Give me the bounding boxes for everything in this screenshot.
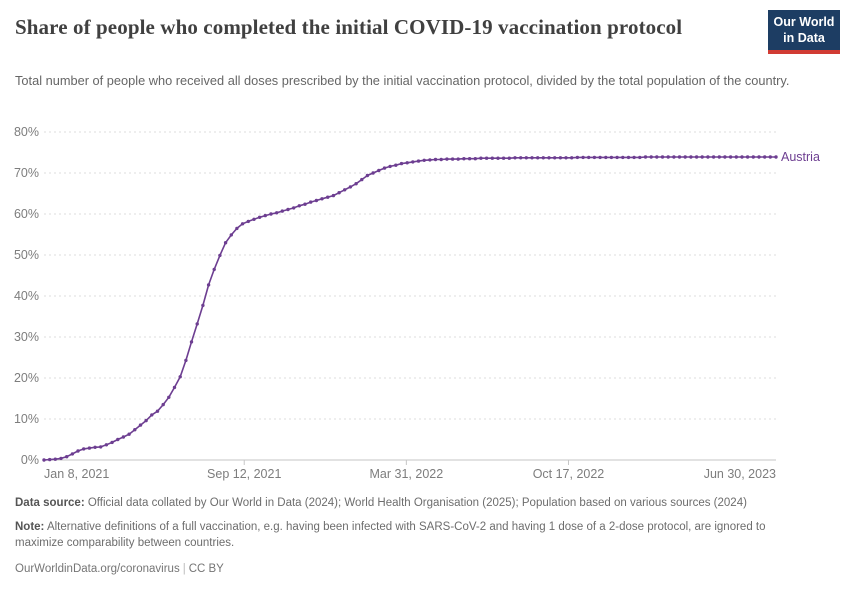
credit-link[interactable]: OurWorldinData.org/coronavirus [15, 562, 180, 575]
chart-subtitle: Total number of people who received all … [15, 73, 790, 88]
data-line [43, 156, 777, 461]
svg-text:0%: 0% [21, 453, 39, 467]
svg-text:40%: 40% [14, 289, 39, 303]
svg-text:60%: 60% [14, 207, 39, 221]
svg-text:Sep 12, 2021: Sep 12, 2021 [207, 467, 281, 481]
data-source-line: Data source: Official data collated by O… [15, 496, 817, 511]
owid-logo-line1: Our World [773, 15, 835, 29]
y-axis-labels: 0% 10% 20% 30% 40% 50% 60% 70% 80% [14, 125, 39, 467]
data-points [42, 155, 778, 462]
credit-license: CC BY [188, 562, 224, 575]
svg-text:Oct 17, 2022: Oct 17, 2022 [533, 467, 605, 481]
credit-line: OurWorldinData.org/coronavirus | CC BY [15, 562, 817, 577]
note-label: Note: [15, 521, 45, 534]
owid-logo-line2: in Data [783, 30, 825, 45]
data-source-text: Official data collated by Our World in D… [84, 497, 747, 509]
svg-text:Mar 31, 2022: Mar 31, 2022 [370, 467, 444, 481]
series-end-label[interactable]: Austria [781, 150, 820, 164]
y-gridlines [44, 131, 776, 420]
page-title: Share of people who completed the initia… [15, 15, 683, 39]
x-axis [44, 459, 776, 465]
svg-text:50%: 50% [14, 248, 39, 262]
data-source-label: Data source: [15, 497, 85, 509]
svg-text:10%: 10% [14, 412, 39, 426]
owid-logo: Our World in Data [768, 10, 840, 55]
svg-text:30%: 30% [14, 330, 39, 344]
svg-text:20%: 20% [14, 371, 39, 385]
chart-footer: Data source: Official data collated by O… [15, 496, 817, 577]
credit-separator: | [182, 562, 186, 575]
svg-text:70%: 70% [14, 166, 39, 180]
note-line: Note: Alternative definitions of a full … [15, 520, 817, 551]
note-text: Alternative definitions of a full vaccin… [15, 521, 766, 549]
x-axis-labels: Jan 8, 2021 Sep 12, 2021 Mar 31, 2022 Oct 1… [44, 467, 776, 481]
svg-text:80%: 80% [14, 125, 39, 139]
svg-text:Jun 30, 2023: Jun 30, 2023 [704, 467, 776, 481]
svg-text:Austria: Austria [781, 150, 820, 164]
svg-text:Jan 8, 2021: Jan 8, 2021 [44, 467, 109, 481]
